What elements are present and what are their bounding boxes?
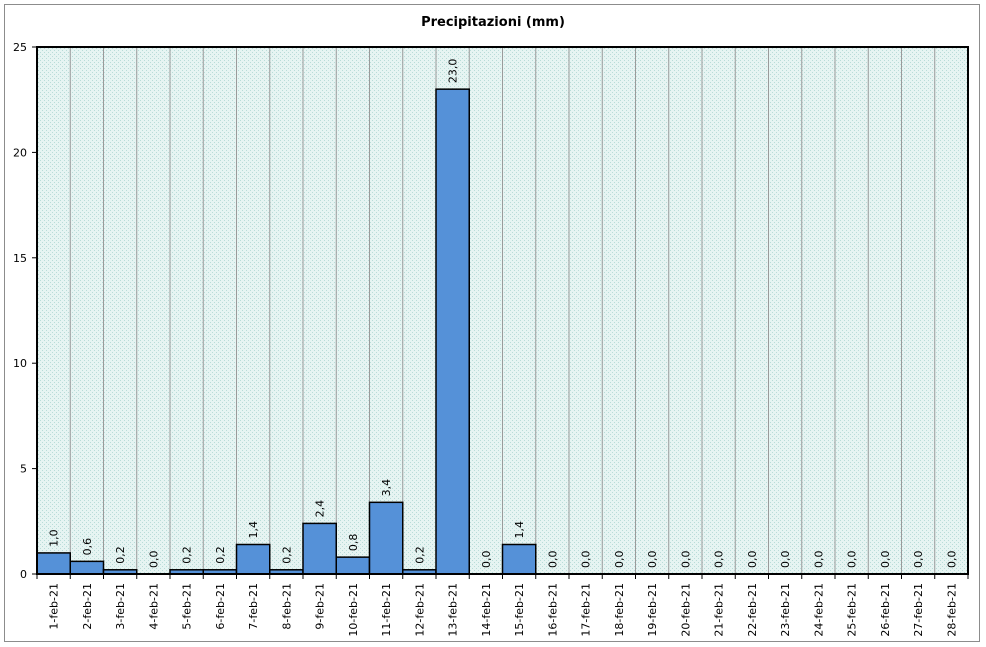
data-label: 0,0 [679, 551, 692, 569]
data-label: 0,0 [646, 551, 659, 569]
data-label: 0,0 [147, 551, 160, 569]
data-label: 0,2 [413, 546, 426, 564]
x-tick-label: 8-feb-21 [280, 583, 293, 630]
y-tick-label: 25 [13, 41, 27, 54]
data-label: 0,0 [812, 551, 825, 569]
gridlines [69, 47, 936, 574]
x-tick-label: 17-feb-21 [580, 583, 593, 637]
data-label: 1,0 [48, 529, 61, 547]
x-tick-label: 15-feb-21 [513, 583, 526, 637]
x-tick-label: 10-feb-21 [347, 583, 360, 637]
x-tick-label: 4-feb-21 [147, 583, 160, 630]
data-label: 0,0 [480, 551, 493, 569]
x-tick-label: 22-feb-21 [746, 583, 759, 637]
x-tick-label: 26-feb-21 [879, 583, 892, 637]
data-label: 0,2 [214, 546, 227, 564]
x-tick-label: 19-feb-21 [646, 583, 659, 637]
x-tick-label: 16-feb-21 [546, 583, 559, 637]
data-labels: 1,0 0,6 0,2 0,0 0,2 0,2 1,4 0,2 2,4 0,8 3,4 0,2 23,0… [48, 59, 959, 568]
x-tick-label: 24-feb-21 [812, 583, 825, 637]
bar [435, 88, 470, 575]
x-tick-label: 1-feb-21 [48, 583, 61, 630]
x-tick-label: 27-feb-21 [912, 583, 925, 637]
x-tick-label: 20-feb-21 [679, 583, 692, 637]
bar [69, 560, 105, 575]
x-tick-label: 23-feb-21 [779, 583, 792, 637]
x-tick-label: 2-feb-21 [81, 583, 94, 630]
y-tick-label: 5 [20, 463, 27, 476]
bar [501, 543, 537, 575]
data-label: 0,0 [613, 551, 626, 569]
data-label: 1,4 [513, 521, 526, 539]
x-tick-label: 18-feb-21 [613, 583, 626, 637]
x-tick-label: 25-feb-21 [846, 583, 859, 637]
x-tick-label: 6-feb-21 [214, 583, 227, 630]
bar [368, 501, 404, 575]
data-label: 0,2 [114, 546, 127, 564]
x-tick-label: 21-feb-21 [713, 583, 726, 637]
data-label: 0,0 [713, 551, 726, 569]
x-tick-label: 28-feb-21 [945, 583, 958, 637]
x-tick-label: 12-feb-21 [413, 583, 426, 637]
x-axis: 1-feb-21 2-feb-21 3-feb-21 4-feb-21 5-feb-21… [36, 574, 969, 637]
data-label: 3,4 [380, 479, 393, 497]
y-tick-label: 0 [20, 568, 27, 581]
bar [302, 522, 337, 575]
x-tick-label: 13-feb-21 [447, 583, 460, 637]
x-tick-label: 7-feb-21 [247, 583, 260, 630]
y-axis: 0 5 10 15 20 25 [13, 41, 37, 581]
data-label: 0,2 [181, 546, 194, 564]
x-tick-label: 5-feb-21 [181, 583, 194, 630]
data-label: 0,6 [81, 538, 94, 556]
data-label: 0,8 [347, 534, 360, 552]
plot-border [36, 46, 969, 575]
data-label: 0,2 [280, 546, 293, 564]
data-label: 23,0 [447, 59, 460, 84]
data-label: 0,0 [746, 551, 759, 569]
data-label: 0,0 [580, 551, 593, 569]
bar [335, 556, 371, 575]
x-tick-label: 9-feb-21 [314, 583, 327, 630]
data-label: 0,0 [546, 551, 559, 569]
data-label: 0,0 [846, 551, 859, 569]
data-label: 0,0 [779, 551, 792, 569]
x-tick-label: 14-feb-21 [480, 583, 493, 637]
data-label: 0,0 [912, 551, 925, 569]
data-label: 1,4 [247, 521, 260, 539]
data-label: 2,4 [314, 500, 327, 518]
y-tick-label: 20 [13, 146, 27, 159]
bar [36, 552, 71, 575]
x-tick-label: 11-feb-21 [380, 583, 393, 637]
data-label: 0,0 [945, 551, 958, 569]
y-tick-label: 10 [13, 357, 27, 370]
bar [235, 543, 271, 575]
data-label: 0,0 [879, 551, 892, 569]
y-tick-label: 15 [13, 252, 27, 265]
chart-title: Precipitazioni (mm) [421, 15, 565, 30]
x-tick-label: 3-feb-21 [114, 583, 127, 630]
